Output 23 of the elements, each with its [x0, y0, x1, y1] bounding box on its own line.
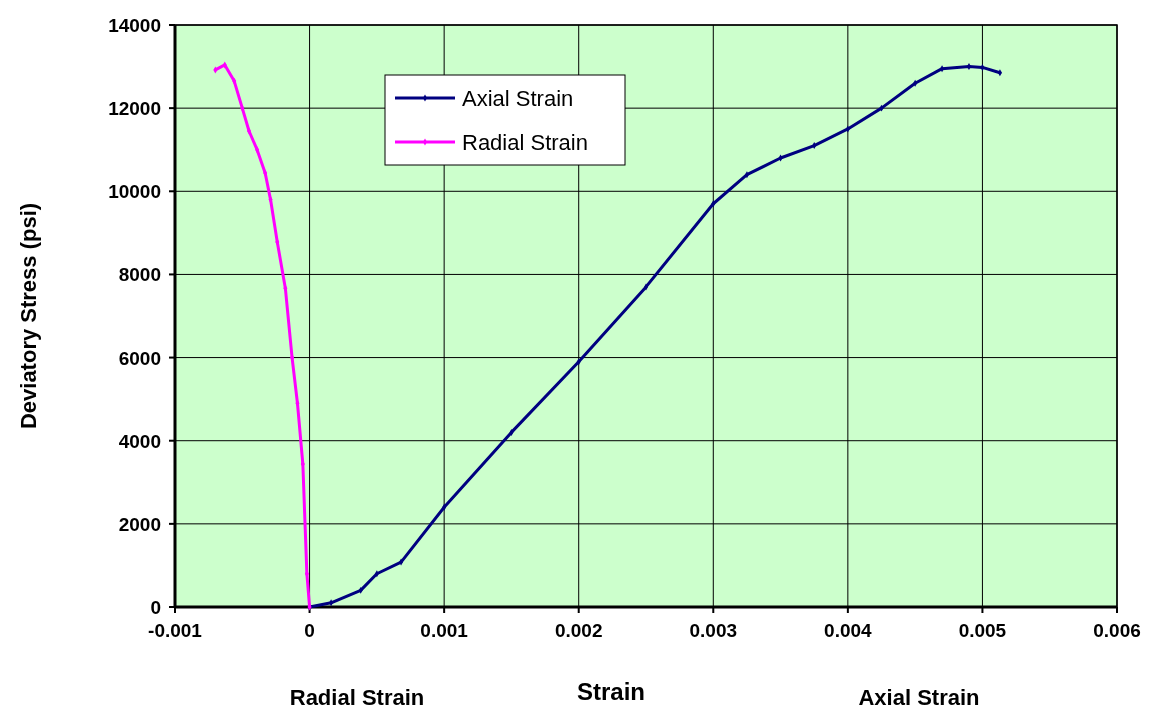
y-tick-label: 6000: [118, 347, 161, 369]
y-tick-label: 4000: [118, 430, 161, 452]
legend-label: Axial Strain: [462, 86, 574, 111]
y-tick-label: 10000: [108, 181, 161, 203]
text: Axial Strain: [858, 685, 980, 710]
point: [643, 283, 649, 291]
x-tick-label: 0.001: [420, 620, 469, 641]
y-tick-label: 8000: [118, 264, 161, 286]
y-axis-title: Deviatory Stress (psi): [16, 202, 41, 430]
y-tick-label: 12000: [108, 98, 161, 120]
x-tick-label: 0.004: [824, 620, 873, 641]
x-tick-label: 0.005: [958, 620, 1007, 641]
y-tick-label: 14000: [108, 15, 161, 36]
text: Radial Strain: [289, 685, 425, 710]
legend-label: Radial Strain: [462, 130, 588, 155]
x-tick-label: 0: [304, 620, 315, 641]
x-tick-label: 0.002: [554, 620, 603, 641]
x-axis-title: Strain: [576, 678, 646, 705]
x-tick-label: 0.003: [689, 620, 738, 641]
x-tick-label: 0.006: [1093, 620, 1141, 641]
y-tick-label: 2000: [118, 513, 161, 535]
x-tick-label: -0.001: [148, 620, 203, 641]
y-tick-label: 0: [150, 597, 161, 618]
